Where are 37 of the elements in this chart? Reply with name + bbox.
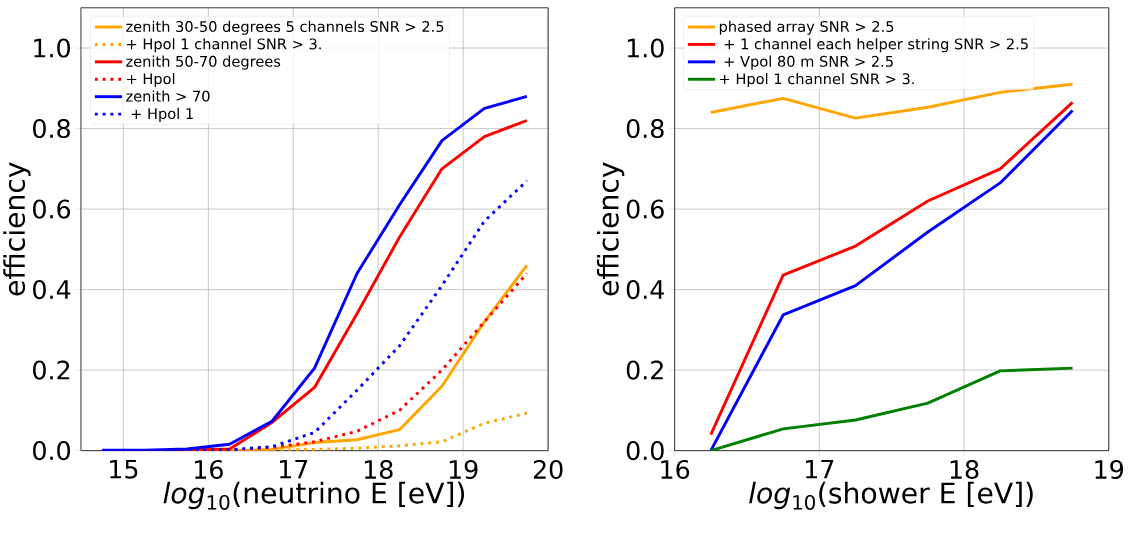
y-tick-label: 0.0 [626, 440, 664, 461]
legend-label: + Vpol 80 m SNR > 2.5 [724, 55, 893, 70]
y-tick-label: 0.6 [33, 199, 71, 219]
y-tick-label: 0.8 [33, 118, 70, 138]
legend-label: + Hpol 1 [131, 107, 193, 122]
legend-label: zenith 50-70 degrees [126, 55, 281, 70]
x-tick-label: 15 [110, 459, 138, 479]
y-tick-label: 0.4 [626, 279, 664, 300]
y-tick-label: 0.2 [626, 360, 663, 380]
legend-label: + Hpol 1 channel SNR > 3. [127, 38, 321, 53]
y-tick-label: 0.2 [33, 360, 70, 380]
y-tick-label: 0.0 [33, 440, 70, 461]
x-axis-title: log$_{10}$(neutrino E [eV]) [163, 481, 465, 510]
legend-label: + Hpol 1 channel SNR > 3. [720, 72, 914, 87]
x-tick-label: 19 [1095, 459, 1124, 479]
y-axis-title: efficiency [3, 162, 31, 296]
legend-label: + 1 channel each helper string SNR > 2.5 [724, 38, 1028, 53]
y-tick-label: 0.4 [33, 279, 71, 300]
legend-label: + Hpol [127, 72, 175, 87]
line-series [709, 366, 1075, 451]
y-tick-label: 0.8 [626, 118, 664, 138]
x-tick-label: 19 [449, 459, 478, 479]
x-tick-label: 17 [806, 459, 834, 479]
x-tick-label: 16 [195, 459, 223, 479]
x-axis-title: log$_{10}$(shower E [eV]) [749, 481, 1033, 510]
legend-label: zenith 30-50 degrees 5 channels SNR > 2.5 [126, 20, 444, 35]
y-tick-label: 0.6 [626, 199, 664, 219]
y-tick-label: 1.0 [627, 38, 664, 58]
x-tick-label: 17 [279, 459, 308, 479]
legend-label: zenith > 70 [126, 90, 210, 102]
y-tick-label: 1.0 [34, 38, 70, 58]
x-tick-label: 18 [364, 459, 393, 479]
legend-label: phased array SNR > 2.5 [719, 20, 894, 35]
y-axis-title: efficiency [596, 162, 625, 296]
x-tick-label: 16 [661, 459, 690, 479]
x-tick-label: 20 [533, 459, 563, 479]
x-tick-label: 18 [950, 459, 979, 479]
